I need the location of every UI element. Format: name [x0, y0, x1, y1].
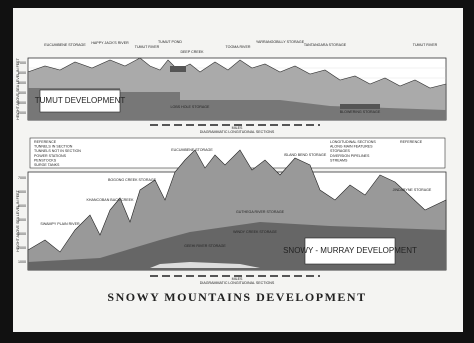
tumut-rock: [28, 88, 446, 120]
feature-label: KHANCOBAN BACK CREEK: [87, 198, 135, 202]
elevation: 6000: [18, 71, 26, 75]
legend-entry: POWER STATIONS: [34, 154, 67, 158]
elevation: 3000: [18, 101, 26, 105]
elevation: 3000: [18, 232, 26, 236]
feature-label: WINDY CREEK STORAGE: [233, 230, 277, 234]
feature-label: TUMUT RIVER: [135, 45, 160, 49]
feature-label: LOBS HOLE STORAGE: [171, 105, 210, 109]
storage: [340, 104, 380, 109]
feature-label: EUCUMBENE STORAGE: [44, 43, 86, 47]
feature-label: TOOMA RIVER: [226, 45, 251, 49]
elevation: 4000: [18, 91, 26, 95]
feature-label: ISLAND BEND STORAGE: [284, 153, 327, 157]
feature-label: GUTHEGA RIVER STORAGE: [236, 210, 285, 214]
feature-label: BOGONG CREEK STORAGE: [108, 178, 157, 182]
feature-label: YARRANGOBILLY STORAGE: [256, 40, 305, 44]
feature-label: GEEHI RIVER STORAGE: [184, 244, 226, 248]
axis-label: HEIGHT ABOVE SEA LEVEL IN FEET: [16, 189, 20, 251]
legend-entry: DIVERSION PIPELINES: [330, 154, 370, 158]
legend-entry: STORAGES: [330, 149, 351, 153]
tumut-box: [39, 89, 121, 113]
elevation: 2000: [18, 111, 26, 115]
feature-label: EUCUMBENE STORAGE: [171, 148, 213, 152]
legend-entry: TUNNELS NOT IN SECTION: [34, 149, 81, 153]
scale-label: MILES: [232, 277, 243, 281]
legend-entry: TUNNELS IN SECTION: [34, 145, 73, 149]
title: SNOWY MOUNTAINS DEVELOPMENT: [107, 290, 366, 304]
feature-label: HAPPY JACK'S RIVER: [91, 41, 129, 45]
elevation: 4000: [18, 218, 26, 222]
ground: [150, 262, 260, 268]
development-name: SNOWY - MURRAY DEVELOPMENT: [283, 246, 417, 255]
storage: [170, 66, 186, 72]
feature-label: DEEP CREEK: [180, 50, 204, 54]
elevation: 5000: [18, 81, 26, 85]
feature-label: TUMUT POND: [158, 40, 182, 44]
legend-entry: ALONG MAIN FEATURES: [330, 145, 373, 149]
development-name: TUMUT DEVELOPMENT: [35, 96, 126, 105]
section-label: DIAGRAMMATIC LONGITUDINAL SECTIONS: [200, 130, 275, 134]
snowy-box: [304, 237, 396, 265]
scale-label: MILES: [232, 126, 243, 130]
elevation: 6000: [18, 190, 26, 194]
legend-entry: PENSTOCKS: [34, 158, 57, 162]
feature-label: TANTANGARA STORAGE: [304, 43, 347, 47]
axis-label: HEIGHT ABOVE SEA LEVEL IN FEET: [16, 57, 20, 119]
section-label: DIAGRAMMATIC LONGITUDINAL SECTIONS: [200, 281, 275, 285]
legend-entry: LONGITUDINAL SECTIONS: [330, 140, 376, 144]
feature-label: JINDABYNE STORAGE: [393, 188, 432, 192]
feature-label: TUMUT RIVER: [413, 43, 438, 47]
elevation: 7000: [18, 61, 26, 65]
elevation: 7000: [18, 176, 26, 180]
feature-label: SWAMPY PLAIN RIVER: [40, 222, 80, 226]
elevation: 2000: [18, 246, 26, 250]
legend-entry: REFERENCE: [400, 140, 423, 144]
legend-entry: SURGE TANKS: [34, 163, 60, 167]
legend-entry: REFERENCE: [34, 140, 57, 144]
elevation: 5000: [18, 204, 26, 208]
elevation: 1000: [18, 260, 26, 264]
legend-entry: STREAMS: [330, 158, 348, 162]
feature-label: BLOWERING STORAGE: [340, 110, 381, 114]
